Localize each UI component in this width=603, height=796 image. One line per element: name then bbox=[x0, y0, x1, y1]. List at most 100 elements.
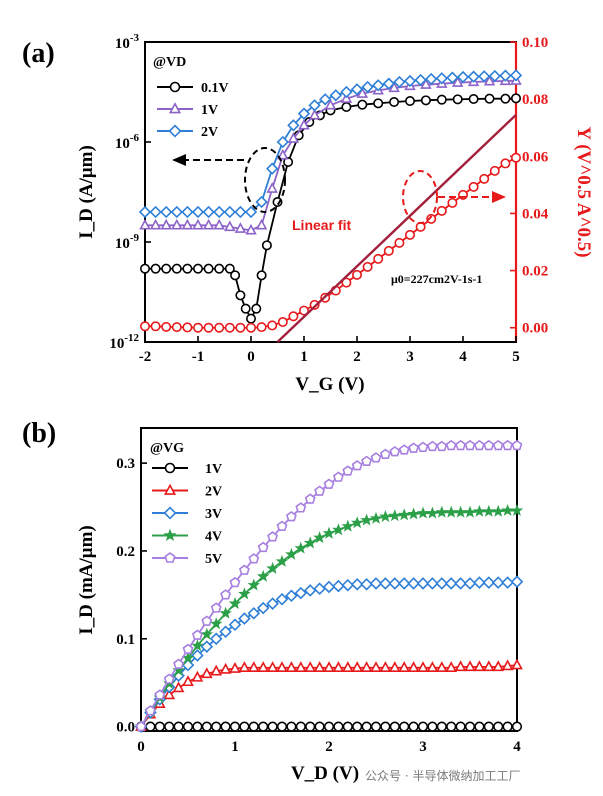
panel-a-xtick-label: -1 bbox=[192, 349, 205, 365]
data-point-vg-2v bbox=[492, 660, 505, 672]
data-point-vg-5v bbox=[351, 460, 363, 471]
data-point-vg-2v bbox=[379, 661, 392, 673]
data-point-vg-2v bbox=[511, 658, 523, 670]
data-point-y bbox=[351, 269, 362, 280]
data-point-1v bbox=[308, 108, 321, 120]
data-point-vg-5v bbox=[511, 439, 523, 451]
data-point-vg-2v bbox=[323, 661, 335, 673]
data-point-1v bbox=[149, 218, 162, 230]
data-point-1v bbox=[234, 222, 247, 233]
legend-label: 5V bbox=[205, 552, 222, 567]
data-point-y bbox=[383, 245, 394, 256]
data-point-vg-1v bbox=[511, 721, 523, 732]
data-point-0-1v bbox=[150, 263, 161, 274]
data-point-y bbox=[140, 321, 151, 332]
data-point-vg-1v bbox=[342, 721, 353, 732]
data-point-vg-5v bbox=[483, 439, 495, 451]
data-point-0-1v bbox=[214, 263, 225, 274]
data-point-2v bbox=[287, 119, 300, 132]
data-point-2v bbox=[425, 72, 438, 86]
data-point-vg-3v bbox=[501, 576, 514, 589]
data-point-vg-2v bbox=[257, 661, 270, 673]
data-point-2v bbox=[478, 70, 491, 83]
data-point-vg-3v bbox=[247, 607, 261, 620]
panel-b-xtick-label: 3 bbox=[419, 739, 427, 755]
data-point-0-1v bbox=[230, 270, 241, 281]
data-point-1v bbox=[171, 218, 183, 230]
data-point-vg-2v bbox=[407, 661, 420, 673]
linear-fit-label: Linear fit bbox=[292, 217, 351, 233]
data-point-vg-1v bbox=[380, 721, 391, 732]
data-point-vg-2v bbox=[191, 670, 204, 682]
data-point-2v bbox=[149, 205, 162, 219]
data-point-vg-2v bbox=[388, 661, 401, 673]
data-point-vg-2v bbox=[435, 661, 448, 673]
panel-a-xtick-label: 4 bbox=[459, 349, 467, 365]
data-point-0-1v bbox=[224, 263, 235, 274]
data-point-1v bbox=[388, 81, 400, 93]
panel-a-xtick-label: 1 bbox=[300, 349, 308, 365]
data-point-0-1v bbox=[261, 240, 272, 251]
data-point-vg-2v bbox=[454, 660, 467, 672]
data-point-vg-3v bbox=[256, 601, 270, 615]
data-point-y bbox=[161, 321, 172, 332]
data-point-vg-2v bbox=[200, 667, 213, 679]
data-point-2v bbox=[393, 75, 406, 89]
data-point-1v bbox=[192, 218, 204, 230]
data-point-vg-3v bbox=[473, 576, 486, 589]
data-point-y bbox=[203, 322, 214, 333]
data-point-vg-5v bbox=[257, 541, 269, 553]
data-point-vg-2v bbox=[163, 688, 176, 700]
panel-b-xlabel: V_D (V) bbox=[291, 763, 359, 784]
data-point-y bbox=[256, 322, 267, 333]
data-point-2v bbox=[488, 69, 501, 83]
data-point-vg-4v bbox=[407, 507, 420, 520]
data-point-vg-1v bbox=[417, 721, 429, 732]
data-point-vg-1v bbox=[427, 721, 438, 732]
data-point-vg-2v bbox=[285, 661, 298, 673]
data-point-vg-4v bbox=[238, 587, 251, 600]
data-point-0-1v bbox=[420, 95, 431, 106]
panel-a-label: (a) bbox=[22, 38, 55, 69]
data-point-vg-3v bbox=[191, 649, 204, 662]
data-point-0-1v bbox=[161, 263, 172, 274]
panel-b-legend-title: @VG bbox=[150, 441, 184, 456]
data-point-vg-4v bbox=[491, 504, 505, 517]
panel-b-ytick-label: 0.3 bbox=[116, 456, 135, 472]
data-point-vg-3v bbox=[303, 584, 317, 597]
data-point-2v bbox=[414, 73, 427, 87]
data-point-vg-3v bbox=[228, 618, 242, 632]
data-point-vg-3v bbox=[435, 577, 449, 590]
data-point-vg-3v bbox=[444, 577, 458, 590]
data-point-2v bbox=[170, 205, 183, 219]
data-point-vg-2v bbox=[210, 664, 223, 676]
data-point-vg-5v bbox=[201, 615, 213, 626]
data-point-vg-1v bbox=[164, 721, 175, 732]
data-point-vg-3v bbox=[322, 580, 336, 594]
data-point-vg-5v bbox=[361, 455, 373, 467]
data-point-vg-4v bbox=[388, 509, 402, 522]
legend-marker bbox=[168, 102, 182, 114]
data-point-y bbox=[235, 322, 246, 333]
data-point-vg-2v bbox=[266, 661, 279, 673]
data-point-vg-3v bbox=[379, 577, 392, 590]
data-point-y bbox=[468, 181, 479, 192]
data-point-1v bbox=[181, 218, 194, 230]
data-point-0-1v bbox=[341, 102, 352, 113]
data-point-vg-4v bbox=[463, 505, 477, 518]
data-point-vg-1v bbox=[323, 721, 335, 732]
data-point-0-1v bbox=[182, 263, 193, 274]
panel-a-xtick-label: -2 bbox=[139, 349, 152, 365]
right-ellipse-annotation bbox=[402, 170, 438, 224]
data-point-vg-4v bbox=[454, 505, 467, 518]
panel-a-ytick-right-label: 0.10 bbox=[522, 35, 548, 51]
data-point-y bbox=[362, 261, 373, 272]
data-point-1v bbox=[277, 148, 289, 160]
data-point-2v bbox=[181, 205, 194, 219]
data-point-1v bbox=[202, 218, 215, 230]
linear-fit-line bbox=[276, 113, 517, 343]
panel-b-xtick-label: 0 bbox=[137, 739, 145, 755]
data-point-vg-1v bbox=[286, 721, 297, 732]
panel-a-legend-title: @VD bbox=[153, 55, 186, 70]
data-point-vg-5v bbox=[144, 705, 156, 716]
